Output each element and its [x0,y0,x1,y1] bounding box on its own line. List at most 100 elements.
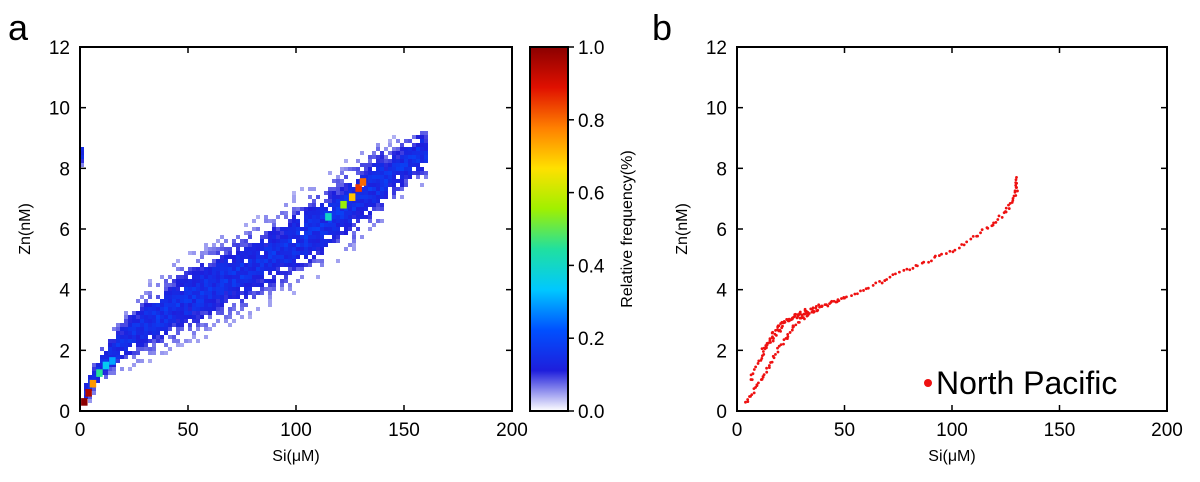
heatmap-cell [336,223,340,227]
heatmap-cell [316,259,320,263]
heatmap-cell [184,339,188,343]
heatmap-cell [244,283,248,287]
heatmap-cell [328,199,332,203]
heatmap-cell [368,155,372,159]
scatter-point [933,254,937,258]
heatmap-cell [220,271,224,275]
heatmap-cell [252,275,256,279]
heatmap-cell [204,271,208,275]
heatmap-cell [188,267,192,271]
heatmap-cell [312,203,316,207]
scatter-point [750,378,754,382]
heatmap-cell [328,191,332,195]
heatmap-cell [144,331,148,335]
heatmap-cell [348,215,352,219]
scatter-point [880,281,884,285]
scatter-point [1014,194,1018,197]
a-y-tick-label: 12 [49,38,70,59]
heatmap-cell [360,235,364,239]
heatmap-cell [228,271,232,275]
heatmap-cell [172,303,176,307]
heatmap-cell [404,155,408,159]
heatmap-cell [368,159,372,163]
heatmap-cell [240,251,244,255]
a-x-tick-label: 150 [388,420,420,441]
heatmap-cell [188,307,192,311]
heatmap-cell [160,351,164,355]
scatter-point [757,359,761,363]
heatmap-cell [412,151,416,155]
heatmap-cell [184,315,188,319]
heatmap-cell [144,311,148,315]
heatmap-cell [152,339,156,343]
heatmap-cell [248,251,252,255]
heatmap-cell [148,351,152,355]
heatmap-cell [88,399,92,403]
heatmap-cell [248,243,252,247]
scatter-point [911,266,915,270]
heatmap-cell [320,215,324,219]
heatmap-cell [384,147,388,151]
heatmap-cell [128,339,132,343]
heatmap-cell [84,395,88,399]
heatmap-cell [372,187,376,191]
heatmap-cell [172,335,176,339]
heatmap-cell [256,247,260,251]
heatmap-cell [420,159,424,163]
heatmap-cell [160,335,164,339]
heatmap-cell [400,159,404,163]
heatmap-cell [216,319,220,323]
heatmap-cell [324,243,328,247]
heatmap-cell [240,259,244,263]
heatmap-cell [328,211,332,215]
heatmap-cell [232,307,236,311]
heatmap-cell [152,347,156,351]
heatmap-cell [204,287,208,291]
heatmap-cell [232,319,236,323]
heatmap-cell [424,131,428,135]
heatmap-cell [140,319,144,323]
heatmap-cell [180,283,184,287]
heatmap-cell [132,327,136,331]
heatmap-cell [400,175,404,179]
scatter-point [786,332,790,336]
heatmap-cell [176,303,180,307]
heatmap-cell [216,283,220,287]
heatmap-cell [384,187,388,191]
heatmap-cell [332,227,336,231]
heatmap-cell [384,183,388,187]
heatmap-cell [240,263,244,267]
scatter-point [850,294,853,298]
heatmap-cell [340,215,344,219]
heatmap-cell [348,227,352,231]
heatmap-cell [204,335,208,339]
heatmap-cell [368,179,372,183]
heatmap-cell [292,255,296,259]
scatter-point [1014,181,1018,185]
heatmap-cell [332,195,336,199]
heatmap-cell [344,175,348,179]
heatmap-cell [260,239,264,243]
heatmap-cell [132,319,136,323]
heatmap-cell [376,199,380,203]
heatmap-cell [340,171,344,175]
heatmap-cell [80,147,84,151]
heatmap-cell [304,235,308,239]
heatmap-cell [204,295,208,299]
heatmap-cell [264,267,268,271]
heatmap-cell [92,387,96,391]
scatter-point [774,352,777,356]
heatmap-cell [152,307,156,311]
heatmap-cell [332,231,336,235]
heatmap-cell [312,247,316,251]
heatmap-cell [388,159,392,163]
heatmap-cell [268,279,272,283]
heatmap-cell [272,227,276,231]
heatmap-cell [148,291,152,295]
heatmap-cell [252,255,256,259]
heatmap-cell [316,223,320,227]
heatmap-cell [332,203,336,207]
heatmap-cell [212,283,216,287]
heatmap-cell [268,287,272,291]
heatmap-cell [268,267,272,271]
